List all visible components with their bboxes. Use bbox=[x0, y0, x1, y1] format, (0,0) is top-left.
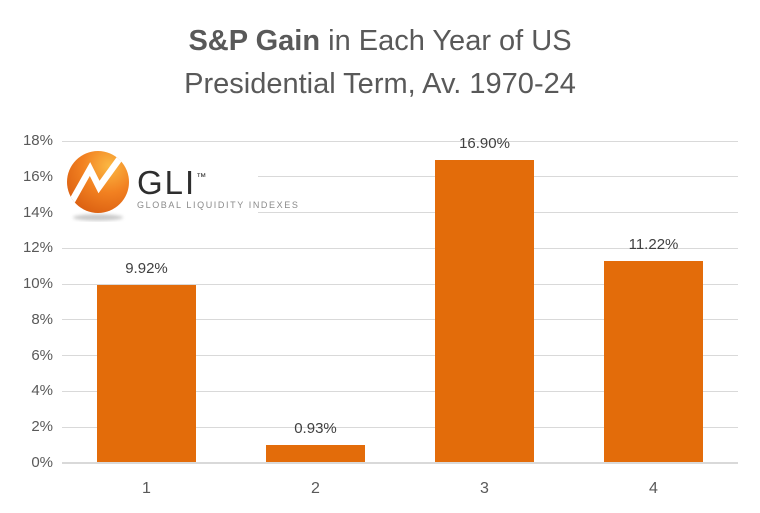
gli-wordmark: GLI™ bbox=[137, 163, 299, 201]
gli-logo-text: GLI™ GLOBAL LIQUIDITY INDEXES bbox=[137, 163, 299, 210]
gridline bbox=[62, 212, 738, 214]
y-tick-label: 6% bbox=[31, 346, 53, 364]
gli-logo: GLI™ GLOBAL LIQUIDITY INDEXES bbox=[62, 146, 298, 224]
y-tick-label: 8% bbox=[31, 310, 53, 328]
x-tick-label: 3 bbox=[480, 480, 489, 497]
y-tick-label: 12% bbox=[22, 239, 53, 257]
bar-data-label: 0.93% bbox=[294, 420, 337, 438]
bar bbox=[266, 445, 365, 462]
bar bbox=[435, 159, 534, 462]
x-tick-label: 2 bbox=[311, 480, 320, 497]
chart-line-icon bbox=[69, 156, 123, 203]
bar-data-label: 11.22% bbox=[628, 236, 679, 254]
gridline bbox=[62, 247, 738, 249]
y-tick-label: 10% bbox=[22, 275, 53, 293]
y-tick-label: 4% bbox=[31, 382, 53, 400]
chart-title-bold: S&P Gain bbox=[188, 25, 321, 57]
y-tick-label: 2% bbox=[31, 418, 53, 436]
gli-wordmark-label: GLI bbox=[137, 163, 197, 201]
logo-shadow bbox=[73, 214, 123, 221]
gridline bbox=[62, 426, 738, 428]
gridline bbox=[62, 283, 738, 285]
gridline bbox=[62, 176, 738, 178]
y-tick-label: 14% bbox=[22, 203, 53, 221]
x-axis-line bbox=[62, 462, 738, 464]
y-tick-label: 18% bbox=[22, 132, 53, 149]
bar-data-label: 9.92% bbox=[125, 259, 168, 277]
gridline bbox=[62, 140, 738, 142]
gridline bbox=[62, 355, 738, 357]
x-tick-label: 4 bbox=[649, 480, 658, 497]
gridline bbox=[62, 390, 738, 392]
chart-title: S&P Gain in Each Year of US Presidential… bbox=[0, 20, 760, 106]
gridline bbox=[62, 319, 738, 321]
chart-title-rest: in Each Year of US bbox=[320, 25, 572, 57]
bar-data-label: 16.90% bbox=[459, 134, 510, 152]
x-tick-label: 1 bbox=[142, 480, 151, 497]
bar bbox=[97, 284, 196, 462]
gli-logo-sphere-icon bbox=[67, 151, 129, 221]
bar bbox=[604, 261, 703, 462]
chart-title-line1: S&P Gain in Each Year of US bbox=[0, 20, 760, 63]
y-tick-label: 16% bbox=[22, 167, 53, 185]
chart-title-line2: Presidential Term, Av. 1970-24 bbox=[184, 68, 576, 100]
y-tick-label: 0% bbox=[31, 454, 53, 471]
gli-tagline: GLOBAL LIQUIDITY INDEXES bbox=[137, 199, 300, 210]
trademark-symbol: ™ bbox=[196, 171, 207, 183]
